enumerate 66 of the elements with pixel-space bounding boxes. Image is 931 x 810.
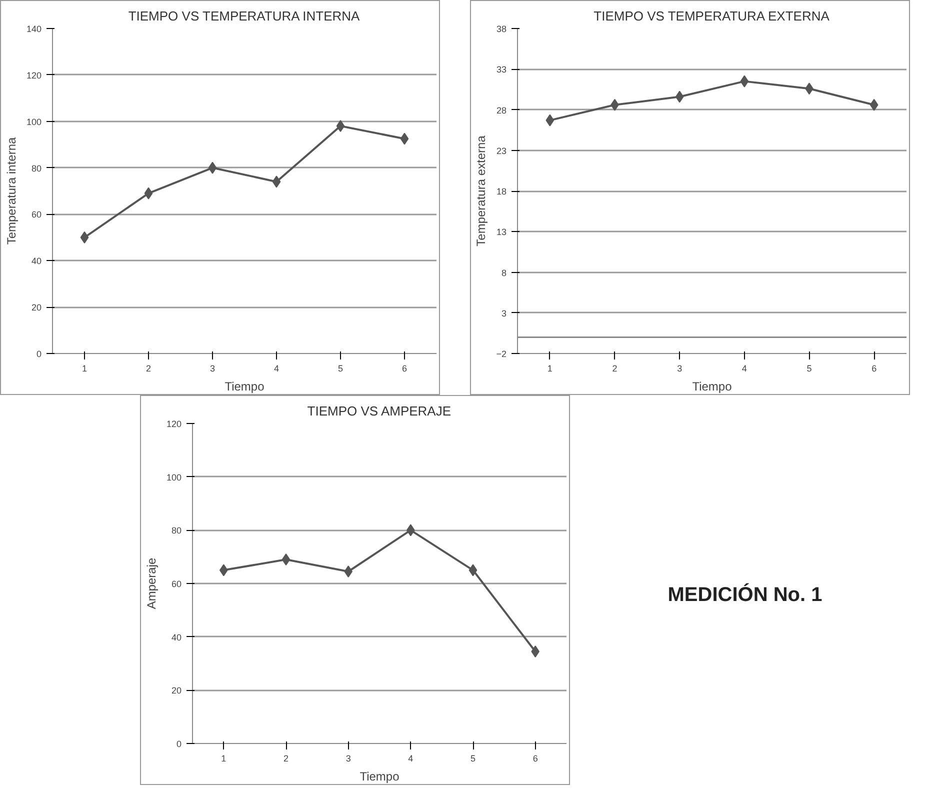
point: [740, 75, 749, 88]
y-tick-label: 20: [171, 686, 182, 696]
point: [675, 90, 684, 103]
x-tick-label: 4: [742, 364, 747, 374]
x-tick-label: 6: [532, 754, 538, 764]
point: [468, 564, 478, 576]
y-tick-label: 8: [501, 268, 507, 278]
y-tick-label: 60: [171, 579, 182, 589]
y-tick-label: 100: [166, 472, 182, 482]
y-tick-label: 60: [31, 210, 42, 220]
point: [344, 566, 352, 578]
x-tick-label: 5: [338, 364, 344, 374]
y-tick-label: 3: [501, 308, 507, 318]
point: [282, 554, 290, 566]
x-tick-label: 4: [408, 754, 414, 764]
x-tick-label: 1: [82, 364, 88, 374]
point: [208, 162, 217, 174]
x-tick-label: 1: [221, 754, 226, 764]
x-tick-label: 3: [677, 364, 682, 374]
y-tick-label: 38: [496, 24, 507, 34]
y-axis-title: Temperatura externa: [474, 135, 488, 246]
x-tick-label: 3: [346, 754, 351, 764]
chart-title: TIEMPO VS TEMPERATURA EXTERNA: [594, 8, 830, 24]
y-tick-label: 40: [171, 632, 182, 642]
chart-title: TIEMPO VS TEMPERATURA INTERNA: [128, 8, 360, 24]
y-tick-label: 28: [496, 105, 507, 116]
point: [546, 114, 554, 126]
x-tick-label: 6: [402, 364, 408, 374]
x-tick-label: 2: [612, 364, 618, 374]
y-axis-title: Temperatura interna: [4, 136, 18, 245]
y-tick-label: −2: [496, 349, 507, 359]
y-axis-title: Amperaje: [144, 557, 158, 610]
point: [400, 132, 409, 145]
y-tick-label: 18: [496, 186, 507, 196]
x-tick-label: 5: [806, 364, 812, 374]
y-tick-label: 100: [26, 116, 42, 127]
y-tick-label: 0: [176, 739, 182, 749]
y-tick-label: 23: [496, 146, 507, 156]
point: [80, 231, 89, 244]
y-tick-label: 120: [166, 419, 182, 429]
y-tick-label: 140: [26, 24, 42, 34]
y-tick-label: 13: [496, 227, 507, 238]
y-tick-label: 33: [496, 64, 507, 75]
x-axis-title: Tiempo: [692, 380, 732, 394]
point: [336, 120, 345, 132]
y-tick-label: 20: [31, 302, 42, 313]
text: MEDICIÓN No. 1: [668, 582, 822, 608]
x-tick-label: 6: [872, 364, 877, 374]
x-tick-label: 4: [274, 364, 280, 374]
y-tick-label: 40: [31, 256, 42, 266]
x-tick-label: 1: [547, 364, 552, 374]
point: [870, 98, 878, 111]
point: [144, 187, 153, 200]
point: [531, 646, 540, 658]
y-tick-label: 0: [36, 349, 42, 359]
x-axis-title: Tiempo: [360, 770, 400, 784]
x-tick-label: 2: [146, 364, 152, 374]
y-tick-label: 80: [31, 163, 42, 174]
x-tick-label: 2: [283, 754, 289, 764]
x-tick-label: 3: [210, 364, 216, 374]
chart-title: TIEMPO VS AMPERAJE: [307, 404, 452, 418]
x-axis-title: Tiempo: [224, 380, 265, 394]
point: [272, 176, 281, 188]
x-tick-label: 5: [470, 754, 476, 764]
y-tick-label: 120: [26, 70, 42, 80]
y-tick-label: 80: [171, 526, 182, 536]
